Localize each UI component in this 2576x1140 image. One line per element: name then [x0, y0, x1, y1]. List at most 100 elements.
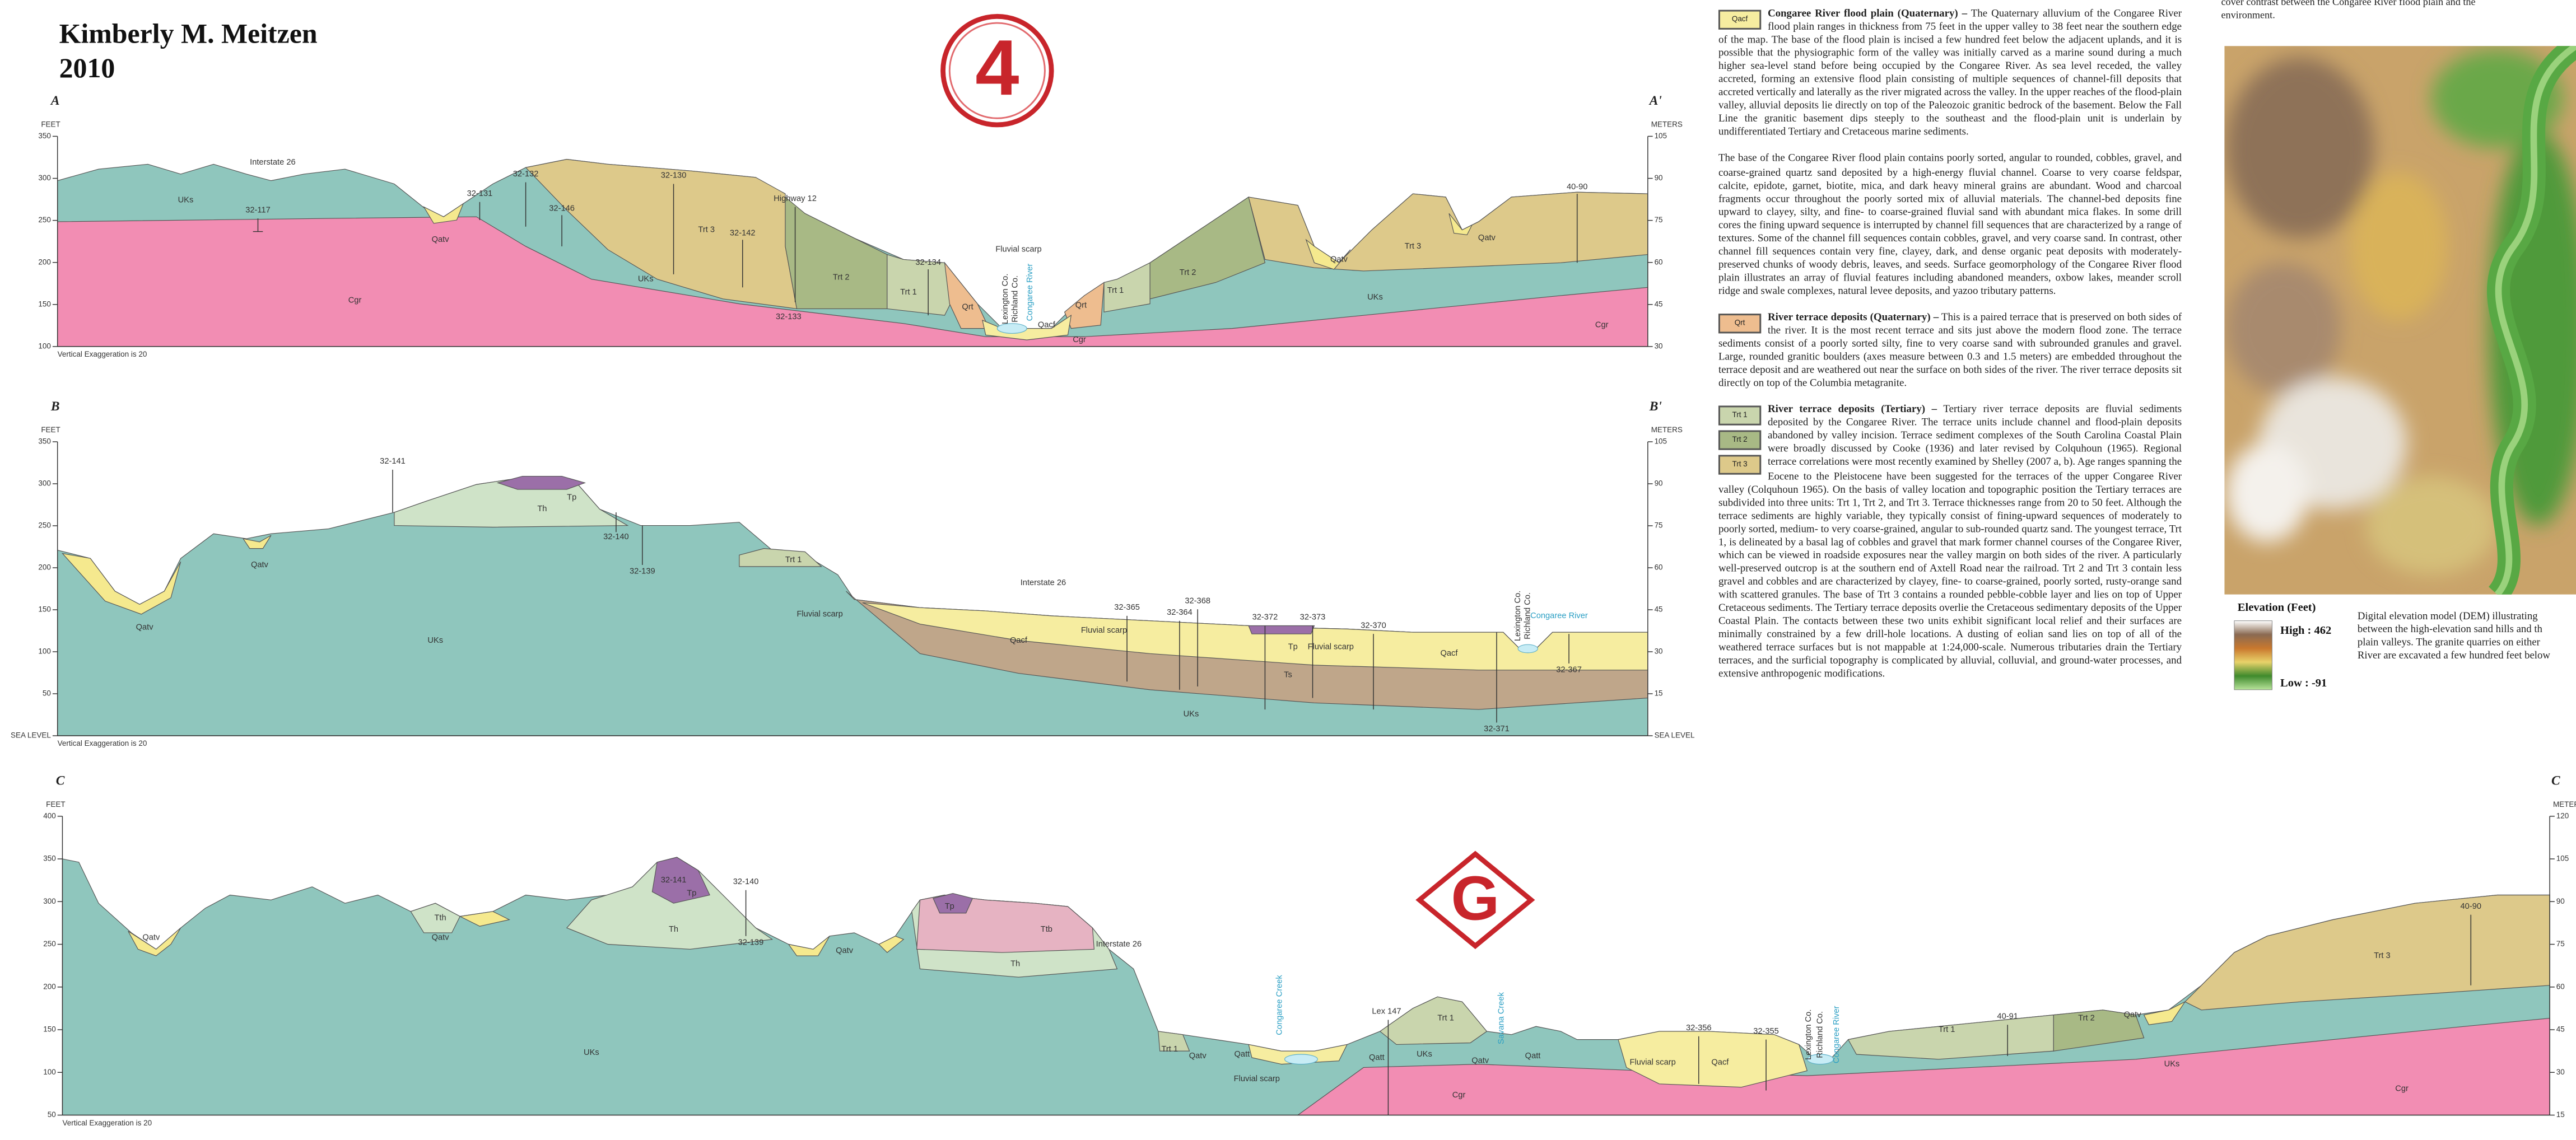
river — [1806, 1054, 1834, 1065]
description-body: The base of the Congaree River flood pla… — [1718, 153, 2182, 297]
unit-qatv — [423, 203, 464, 224]
unit-right: METERS — [1651, 120, 1683, 128]
text-line: River are excavated a few hundred feet b… — [2357, 651, 2550, 662]
section-label: Qatv — [1330, 255, 1348, 264]
section-label: 32-141 — [380, 457, 406, 466]
unit-trt2 — [1149, 197, 1266, 300]
tick-label: 45 — [1655, 300, 1663, 308]
section-label: 32-371 — [1484, 725, 1510, 733]
tick-label: 200 — [38, 563, 51, 572]
unit-right: METERS — [2553, 800, 2576, 809]
tick-label: 150 — [38, 605, 51, 614]
section-start: B — [50, 399, 60, 414]
section-label: Trt 1 — [1162, 1045, 1178, 1054]
tick-label: 120 — [2556, 811, 2569, 820]
description-column: Qacf Congaree River flood plain (Quaterna… — [1718, 8, 2182, 695]
unit-left: FEET — [46, 800, 65, 809]
tick-label: 90 — [1655, 479, 1663, 488]
tick-label: 350 — [38, 437, 51, 446]
section-label: Trt 3 — [1405, 242, 1422, 251]
section-label: Richland Co. — [1816, 1011, 1825, 1058]
paragraph: River terrace deposits (Tertiary) – Tert… — [1718, 404, 2182, 682]
section-label: Qatv — [836, 946, 854, 955]
section-label: UKs — [1417, 1050, 1432, 1059]
section-label: Qatv — [136, 623, 154, 632]
description-body: The Quaternary alluvium of the Congaree … — [1718, 8, 2182, 139]
section-label: 32-134 — [915, 258, 941, 267]
unit-qatv — [2143, 1001, 2186, 1025]
tick-label: 350 — [38, 132, 51, 140]
section-label: Cgr — [1452, 1091, 1466, 1100]
tick-label: 30 — [1655, 647, 1663, 656]
unit-tp — [496, 475, 586, 490]
section-label: 40-90 — [2461, 902, 2482, 911]
unit-qatv — [1448, 213, 1473, 236]
section-label: Qatv — [432, 235, 450, 244]
section-label: 32-139 — [738, 938, 764, 947]
section-end: C — [2551, 774, 2560, 788]
tick-label: 350 — [43, 854, 56, 863]
tick-label: 105 — [2556, 854, 2569, 863]
unit-box: Qrt — [1718, 314, 1762, 334]
section-label: Trt 2 — [2078, 1013, 2095, 1022]
section-label: 32-370 — [1361, 621, 1386, 630]
tick-label: 105 — [1655, 437, 1667, 446]
unit-qrt — [1064, 282, 1105, 329]
section-label: Qatv — [251, 560, 269, 569]
clipped-text: cover contrast between the Congaree Rive… — [2221, 0, 2576, 22]
unit-qacf — [1618, 1031, 1808, 1088]
section-label: Savana Creek — [1497, 992, 1506, 1044]
unit-right: METERS — [1651, 426, 1683, 434]
section-label: UKs — [1367, 293, 1383, 302]
section-label: Qacf — [1038, 321, 1056, 330]
tick-label: 300 — [38, 174, 51, 182]
badge-text: 4 — [975, 24, 1019, 111]
section-label: Interstate 26 — [1096, 940, 1142, 949]
elevation-ramp — [2234, 620, 2272, 690]
section-label: Congaree River — [1832, 1006, 1841, 1063]
section-label: Interstate 26 — [1021, 578, 1066, 587]
section-label: Trt 2 — [1180, 268, 1196, 277]
tick-label: 50 — [48, 1110, 56, 1119]
section-label: Tp — [687, 889, 696, 898]
section-label: Lexington Co. — [1804, 1010, 1813, 1060]
badge-ring-inner — [948, 22, 1046, 119]
section-label: Lexington Co. — [1001, 274, 1010, 324]
unit-qatv — [242, 535, 272, 549]
section-label: 40-91 — [1997, 1012, 2018, 1021]
tick-label: 100 — [43, 1068, 56, 1076]
tick-label: 150 — [43, 1025, 56, 1034]
section-label: Qacf — [1440, 649, 1458, 658]
section-label: Fluvial scarp — [995, 245, 1041, 254]
unit-qrt — [944, 261, 990, 329]
unit-trt3 — [2184, 894, 2550, 1011]
section-label: 32-140 — [733, 877, 759, 886]
boreholes — [745, 890, 2472, 1091]
tick-label: 250 — [38, 216, 51, 224]
text-line: plain valleys. The granite quarries on e… — [2357, 637, 2540, 650]
section-label: Fluvial scarp — [1081, 626, 1127, 635]
unit-tp — [651, 857, 710, 904]
section-label: Congaree Creek — [1275, 975, 1284, 1035]
section-label: Trt 3 — [2374, 951, 2391, 960]
section-label: Highway 12 — [774, 194, 817, 203]
tick-label: 150 — [38, 300, 51, 308]
dem-caption: Digital elevation model (DEM) illustrati… — [2358, 611, 2576, 664]
tick-label: 90 — [2556, 897, 2565, 905]
section-label: Qatt — [1525, 1052, 1541, 1060]
unit-boxes: Qrt — [1718, 314, 1762, 338]
section-label: Trt 1 — [900, 288, 917, 297]
section-label: Qatv — [2124, 1010, 2142, 1019]
unit-trt2 — [2053, 1010, 2145, 1052]
tick-label: 45 — [1655, 605, 1663, 614]
tick-label: 75 — [1655, 521, 1663, 530]
section-label: Tth — [434, 913, 446, 922]
section-label: Qatt — [1235, 1050, 1250, 1059]
year: 2010 — [59, 52, 115, 84]
tick-label: 200 — [43, 982, 56, 991]
title-block: Kimberly M. Meitzen 2010 — [59, 16, 318, 85]
text-line: between the high-elevation sand hills an… — [2357, 624, 2542, 636]
tick-label: 300 — [38, 479, 51, 488]
